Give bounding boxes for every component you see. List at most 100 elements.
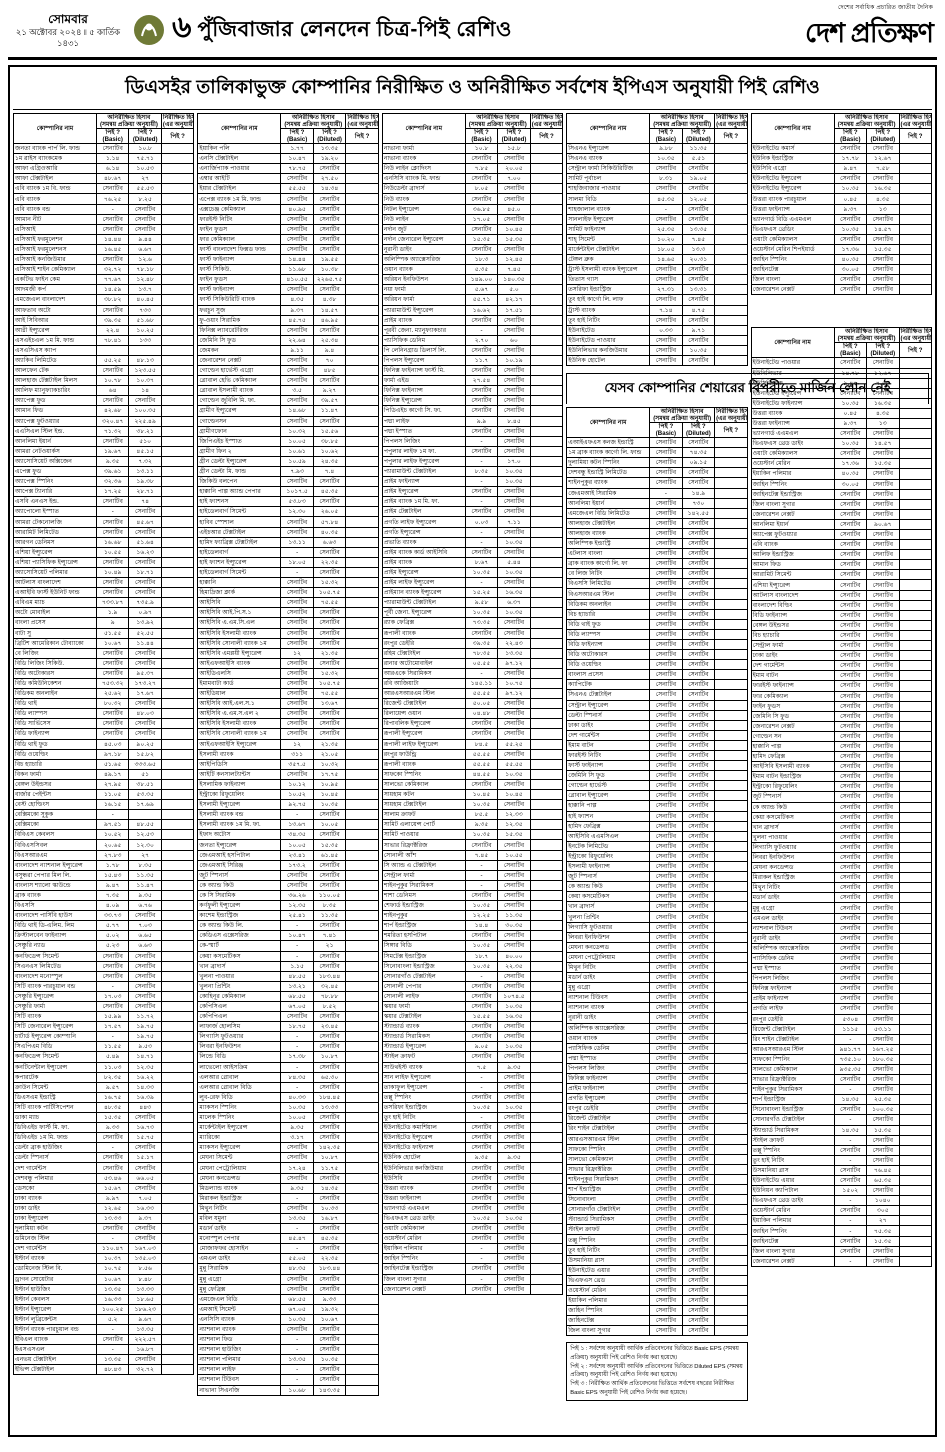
pe-audited-cell (160, 778, 195, 791)
pe-diluted-cell: ৩৮.৮৫ (312, 435, 347, 447)
company-name-cell: উত্তরা ব্যাংক (381, 1182, 466, 1194)
pe-audited-cell (345, 1081, 379, 1093)
table-row: ইউনাইটেড পাওয়ার সেনাটিব সেনাটিব (566, 334, 748, 346)
table-row: এসবি এনএস ইন্ড. সেনাটিব ৭৪ (13, 496, 195, 508)
company-name-cell: ইমামবাটা কার্ড (197, 677, 282, 690)
pe-basic-cell: - (833, 1255, 868, 1267)
company-name-cell: স্টাইল ক্রাফট (381, 1051, 466, 1063)
pe-diluted-cell: ১৬৭.২৫ (866, 1043, 900, 1055)
table-row: জেএমআই হসপিটাল ২৩.৪১ ৬১.৪৫ (197, 849, 379, 861)
pe-basic-cell: সেনাটিব (95, 213, 130, 225)
company-name-cell: বাংলাদেশ বিল্ডিং (750, 599, 835, 611)
table-row: পপুলার লাইফ ইন্স্যুরেন্স -১৭.০ (381, 455, 564, 468)
company-name-cell: জুট স্পিনার্স (566, 871, 651, 883)
pe-basic-cell: সেনাটিব (649, 537, 683, 550)
pe-basic-cell: ৫৫.৫৫ (464, 758, 499, 770)
th-group-audited: অনিরীক্ষিত হিসাব (সমন্বয় প্রক্রিয়া অনুয… (649, 407, 716, 424)
pe-basic-cell: ১.৭৮ (95, 859, 130, 871)
table-row: দেশবন্ধু পলিমার ৫৩.৪৬ ৬৬.০৫ (13, 1172, 195, 1184)
company-name-cell: ইউনাইটেড এয়ার (750, 1174, 835, 1187)
pe-diluted-cell: সেনাটিব (312, 1041, 347, 1053)
pe-diluted-cell: ৮.৪৮ (128, 1273, 162, 1285)
table-row: এশিয়া ইন্স্যুরেন্স ১০.৫৫ ১৬.২৩ (13, 546, 195, 558)
table-row: এটলাস বাংলা সেনাটিব সেনাটিব (566, 548, 748, 560)
pe-audited-cell (714, 982, 748, 994)
pe-audited-cell (345, 536, 379, 548)
table-row: নুরানী ডাইং সেনাটিব সেনাটিব (381, 243, 564, 256)
pe-audited-cell (345, 203, 379, 215)
pe-diluted-cell: ৫.৪৪ (497, 556, 531, 568)
company-name-cell: হিমাদ্রিজা ক্লার্ক (197, 587, 282, 599)
pe-basic-cell: সেনাটিব (649, 830, 683, 842)
company-name-cell: হামিদ ফ্যাব্রিক্স টেক্সটাইল (197, 536, 282, 548)
pe-basic-cell: সেনাটিব (649, 780, 683, 792)
table-row: সোনালী পেপার সেনাটিব সেনাটিব (381, 980, 564, 992)
pe-basic-cell: ৬৭.০৫ (280, 1000, 314, 1013)
pe-diluted-cell: সেনাটিব (866, 284, 900, 296)
table-row: জাহিনটেক্স সেনাটিব সেনাটিব (566, 1315, 748, 1327)
pe-audited-cell (898, 243, 933, 256)
company-name-cell: প্যারামাউন্ট ইন্স্যুরেন্স (381, 304, 466, 316)
pe-diluted-cell: সেনাটিব (497, 698, 531, 710)
company-name-cell: আনলিমা ইয়ার্ন (13, 435, 97, 447)
table-row: উসমানিয়া গ্লাস সেনাটিব সেনাটিব (566, 1254, 748, 1266)
company-name-cell: নিউডেল্টা ব্রাদার্স (381, 183, 466, 195)
pe-diluted-cell: ৭.৫৮ (866, 163, 900, 175)
table-row: জুট স্পিনার্স সেনাটিব সেনাটিব (197, 869, 379, 881)
pe-diluted-cell: সেনাটিব (681, 800, 716, 812)
pe-diluted-cell: ১৩.৬৭ (312, 698, 347, 710)
pe-audited-cell (898, 1023, 933, 1035)
pe-diluted-cell: সেনাটিব (866, 963, 900, 975)
pe-audited-cell (529, 920, 564, 932)
table-row: ইসলামী ফাইন্যান্স সেনাটিব সেনাটিব (566, 860, 748, 873)
table-row: গোল্ডেন হার্ভেস্ট এগ্রো সেনাটিব ৪৮৫ (197, 365, 379, 377)
pe-basic-cell: - (833, 1134, 868, 1146)
table-row: শার্প ইন্ডাস্ট্রিজ সেনাটিব সেনাটিব (566, 1183, 748, 1196)
pe-basic-cell: ৭.৯৩ (280, 465, 314, 478)
pe-audited-cell (529, 768, 564, 780)
pe-diluted-cell: সেনাটিব (497, 1263, 531, 1275)
pe-basic-cell: ৭৬.২৫ (95, 193, 130, 205)
pe-diluted-cell: ৭৪.৩৫ (681, 447, 716, 459)
pe-audited-cell (529, 738, 564, 750)
company-name-cell: মেঘনা পেট্রোলিয়াম (197, 1162, 282, 1174)
pe-audited-cell (898, 599, 933, 611)
table-row: অলিম্পিক অ্যাক্সেসরিজ সেনাটিব সেনাটিব (750, 942, 933, 954)
pe-diluted-cell: সেনাটিব (866, 1255, 900, 1267)
th-diluted: পিই ? (Diluted) (497, 128, 531, 144)
pe-diluted-cell: ১২.০৫ (681, 193, 716, 205)
table-row: এমজেএল বিডি লিমিটেড সেনাটিব ১৪২.৫৫ (566, 507, 748, 519)
pe-audited-cell (160, 516, 195, 528)
pe-diluted-cell: সেনাটিব (128, 577, 162, 589)
pe-diluted-cell: ৫১.৬৮ (128, 314, 162, 326)
pe-basic-cell: সেনাটিব (833, 761, 868, 773)
pe-basic-cell: সেনাটিব (280, 213, 314, 225)
pe-diluted-cell: সেনাটিব (681, 477, 716, 489)
table-row: লাভেলো আইসক্রিম - সেনাটিব (197, 1061, 379, 1073)
table-row: এনসিসি ব্যাংক ১০.৩৫ ১০.৬৭ (197, 1313, 379, 1325)
pe-audited-cell (529, 556, 564, 568)
pe-audited-cell (714, 1295, 748, 1307)
pe-basic-cell: সেনাটিব (649, 739, 683, 751)
pe-diluted-cell: সেনাটিব (312, 829, 347, 841)
company-name-cell: জিল বাংলা সুগার (750, 498, 835, 510)
pe-basic-cell: ৯২.৭৫ (280, 799, 314, 811)
table-row: এসিআই শাইন কেমিক্যাল ৩২.৭২ ৭৮.১৮ (13, 264, 195, 276)
pe-diluted-cell: ১০.৪৫ (497, 223, 531, 235)
pe-diluted-cell: ২০.০৫ (497, 163, 531, 175)
th-diluted: পিই ? (Diluted) (128, 128, 162, 144)
pe-audited-cell (898, 468, 933, 480)
pe-audited-cell (529, 546, 564, 558)
pe-basic-cell: সেনাটিব (833, 670, 868, 682)
company-name-cell: আইপিডিসি (197, 758, 282, 770)
table-row: ন্যাশনাল লাইফ - সেনাটিব (197, 1364, 379, 1376)
pe-diluted-cell: সেনাটিব (497, 859, 531, 871)
pe-diluted-cell: সেনাটিব (681, 638, 716, 651)
company-name-cell: ইসলামী ইন্স্যুরেন্স (197, 799, 282, 811)
company-name-cell: কে অ্যান্ড কিউ (566, 881, 651, 893)
pe-audited-cell (898, 407, 933, 419)
pe-audited-cell (160, 1071, 195, 1083)
pe-diluted-cell: সেনাটিব (681, 264, 716, 276)
pe-diluted-cell: সেনাটিব (681, 1204, 716, 1216)
pe-diluted-cell: সেনাটিব (312, 223, 347, 235)
